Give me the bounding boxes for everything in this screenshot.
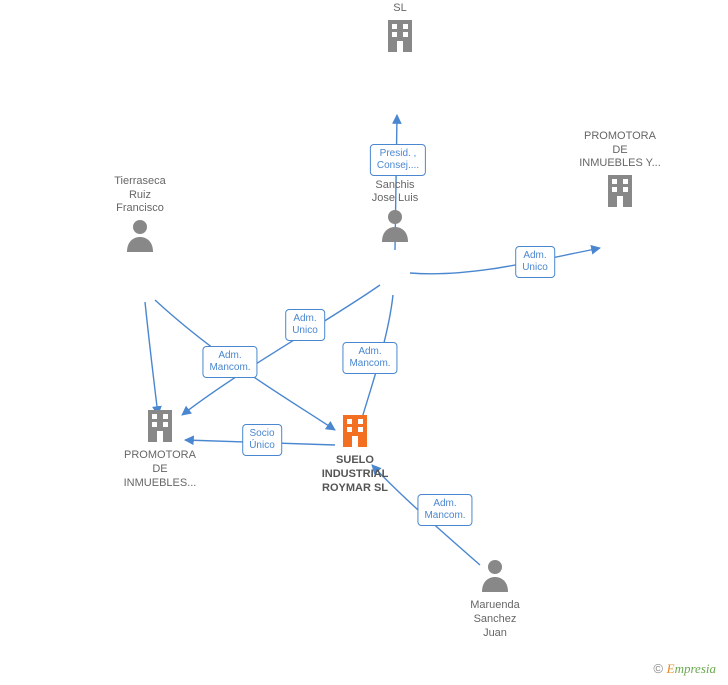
copyright-symbol: © <box>653 661 663 676</box>
building-icon <box>300 411 410 454</box>
node-label: Tierraseca Ruiz Francisco <box>85 175 195 216</box>
node-label: SUELO INDUSTRIAL ROYMAR SL <box>300 454 410 495</box>
edge-label-maruenda_jl-suelo: Adm. Mancom. <box>342 342 397 374</box>
edge-label-suelo-promo: Socio Único <box>242 424 282 456</box>
edge-label-maruenda_jl-promo: Adm. Unico <box>285 309 325 341</box>
edge-label-maruenda_jl-gesta: Presid. , Consej.... <box>370 144 426 176</box>
building-icon <box>345 16 455 59</box>
building-icon <box>105 406 215 449</box>
edge-maruenda_jl-promo_y <box>410 248 600 274</box>
node-maruenda_j[interactable]: Maruenda Sanchez Juan <box>440 556 550 640</box>
node-label: PROMOTORA DE INMUEBLES... <box>105 449 215 490</box>
building-icon <box>565 171 675 214</box>
watermark: © Empresia <box>653 661 716 677</box>
edge-label-maruenda_jl-promo_y: Adm. Unico <box>515 246 555 278</box>
node-label: Maruenda Sanchez Juan <box>440 599 550 640</box>
person-icon <box>440 556 550 599</box>
edge-label-maruenda_j-suelo: Adm. Mancom. <box>417 494 472 526</box>
watermark-rest: mpresia <box>675 661 716 676</box>
node-maruenda_jl[interactable]: Maruenda Sanchis Jose Luis <box>340 165 450 249</box>
node-label: GESTA APARCAMIENTOS SL <box>345 0 455 16</box>
node-promo[interactable]: PROMOTORA DE INMUEBLES... <box>105 406 215 490</box>
node-tierraseca[interactable]: Tierraseca Ruiz Francisco <box>85 175 195 259</box>
edge-label-tierraseca-promo: Adm. Mancom. <box>202 346 257 378</box>
edge-tierraseca-promo <box>145 302 158 415</box>
person-icon <box>340 206 450 249</box>
node-label: PROMOTORA DE INMUEBLES Y... <box>565 130 675 171</box>
node-promo_y[interactable]: PROMOTORA DE INMUEBLES Y... <box>565 130 675 214</box>
person-icon <box>85 216 195 259</box>
watermark-initial: E <box>667 661 675 676</box>
node-suelo[interactable]: SUELO INDUSTRIAL ROYMAR SL <box>300 411 410 495</box>
node-gesta[interactable]: GESTA APARCAMIENTOS SL <box>345 0 455 59</box>
